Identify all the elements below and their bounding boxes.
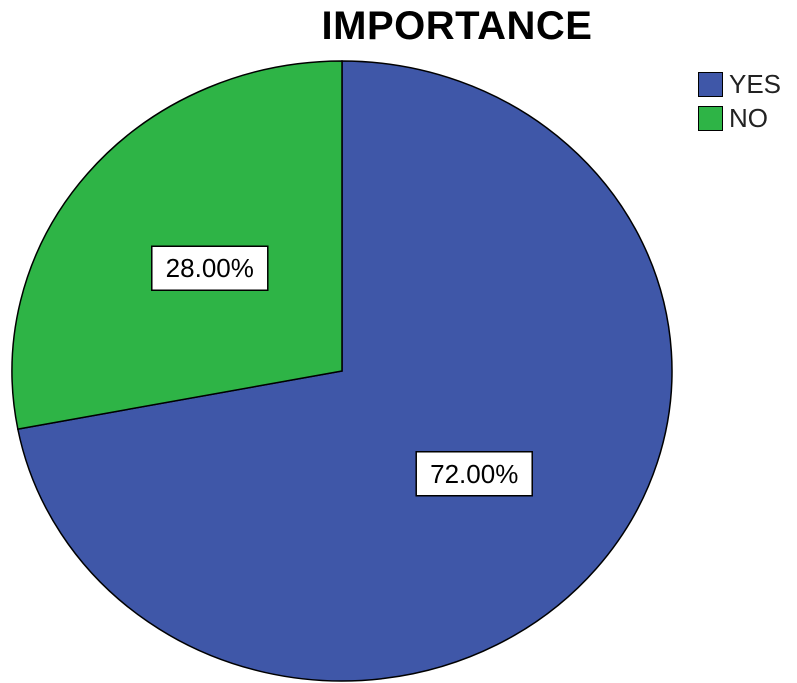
pie-slice-no xyxy=(11,60,343,430)
slice-label-yes: 72.00% xyxy=(415,451,533,497)
legend-swatch-no xyxy=(698,105,723,131)
svg-text:72.00%: 72.00% xyxy=(430,459,518,489)
slice-label-no: 28.00% xyxy=(151,245,269,291)
legend-item-yes: YES xyxy=(698,67,781,101)
pie-slice-yes xyxy=(16,60,673,682)
legend: YES NO xyxy=(698,67,781,135)
chart-title: IMPORTANCE xyxy=(321,4,593,48)
legend-label-yes: YES xyxy=(729,68,782,99)
legend-label-no: NO xyxy=(729,102,768,133)
legend-swatch-yes xyxy=(698,71,723,97)
svg-text:28.00%: 28.00% xyxy=(166,253,254,283)
legend-item-no: NO xyxy=(698,101,781,135)
